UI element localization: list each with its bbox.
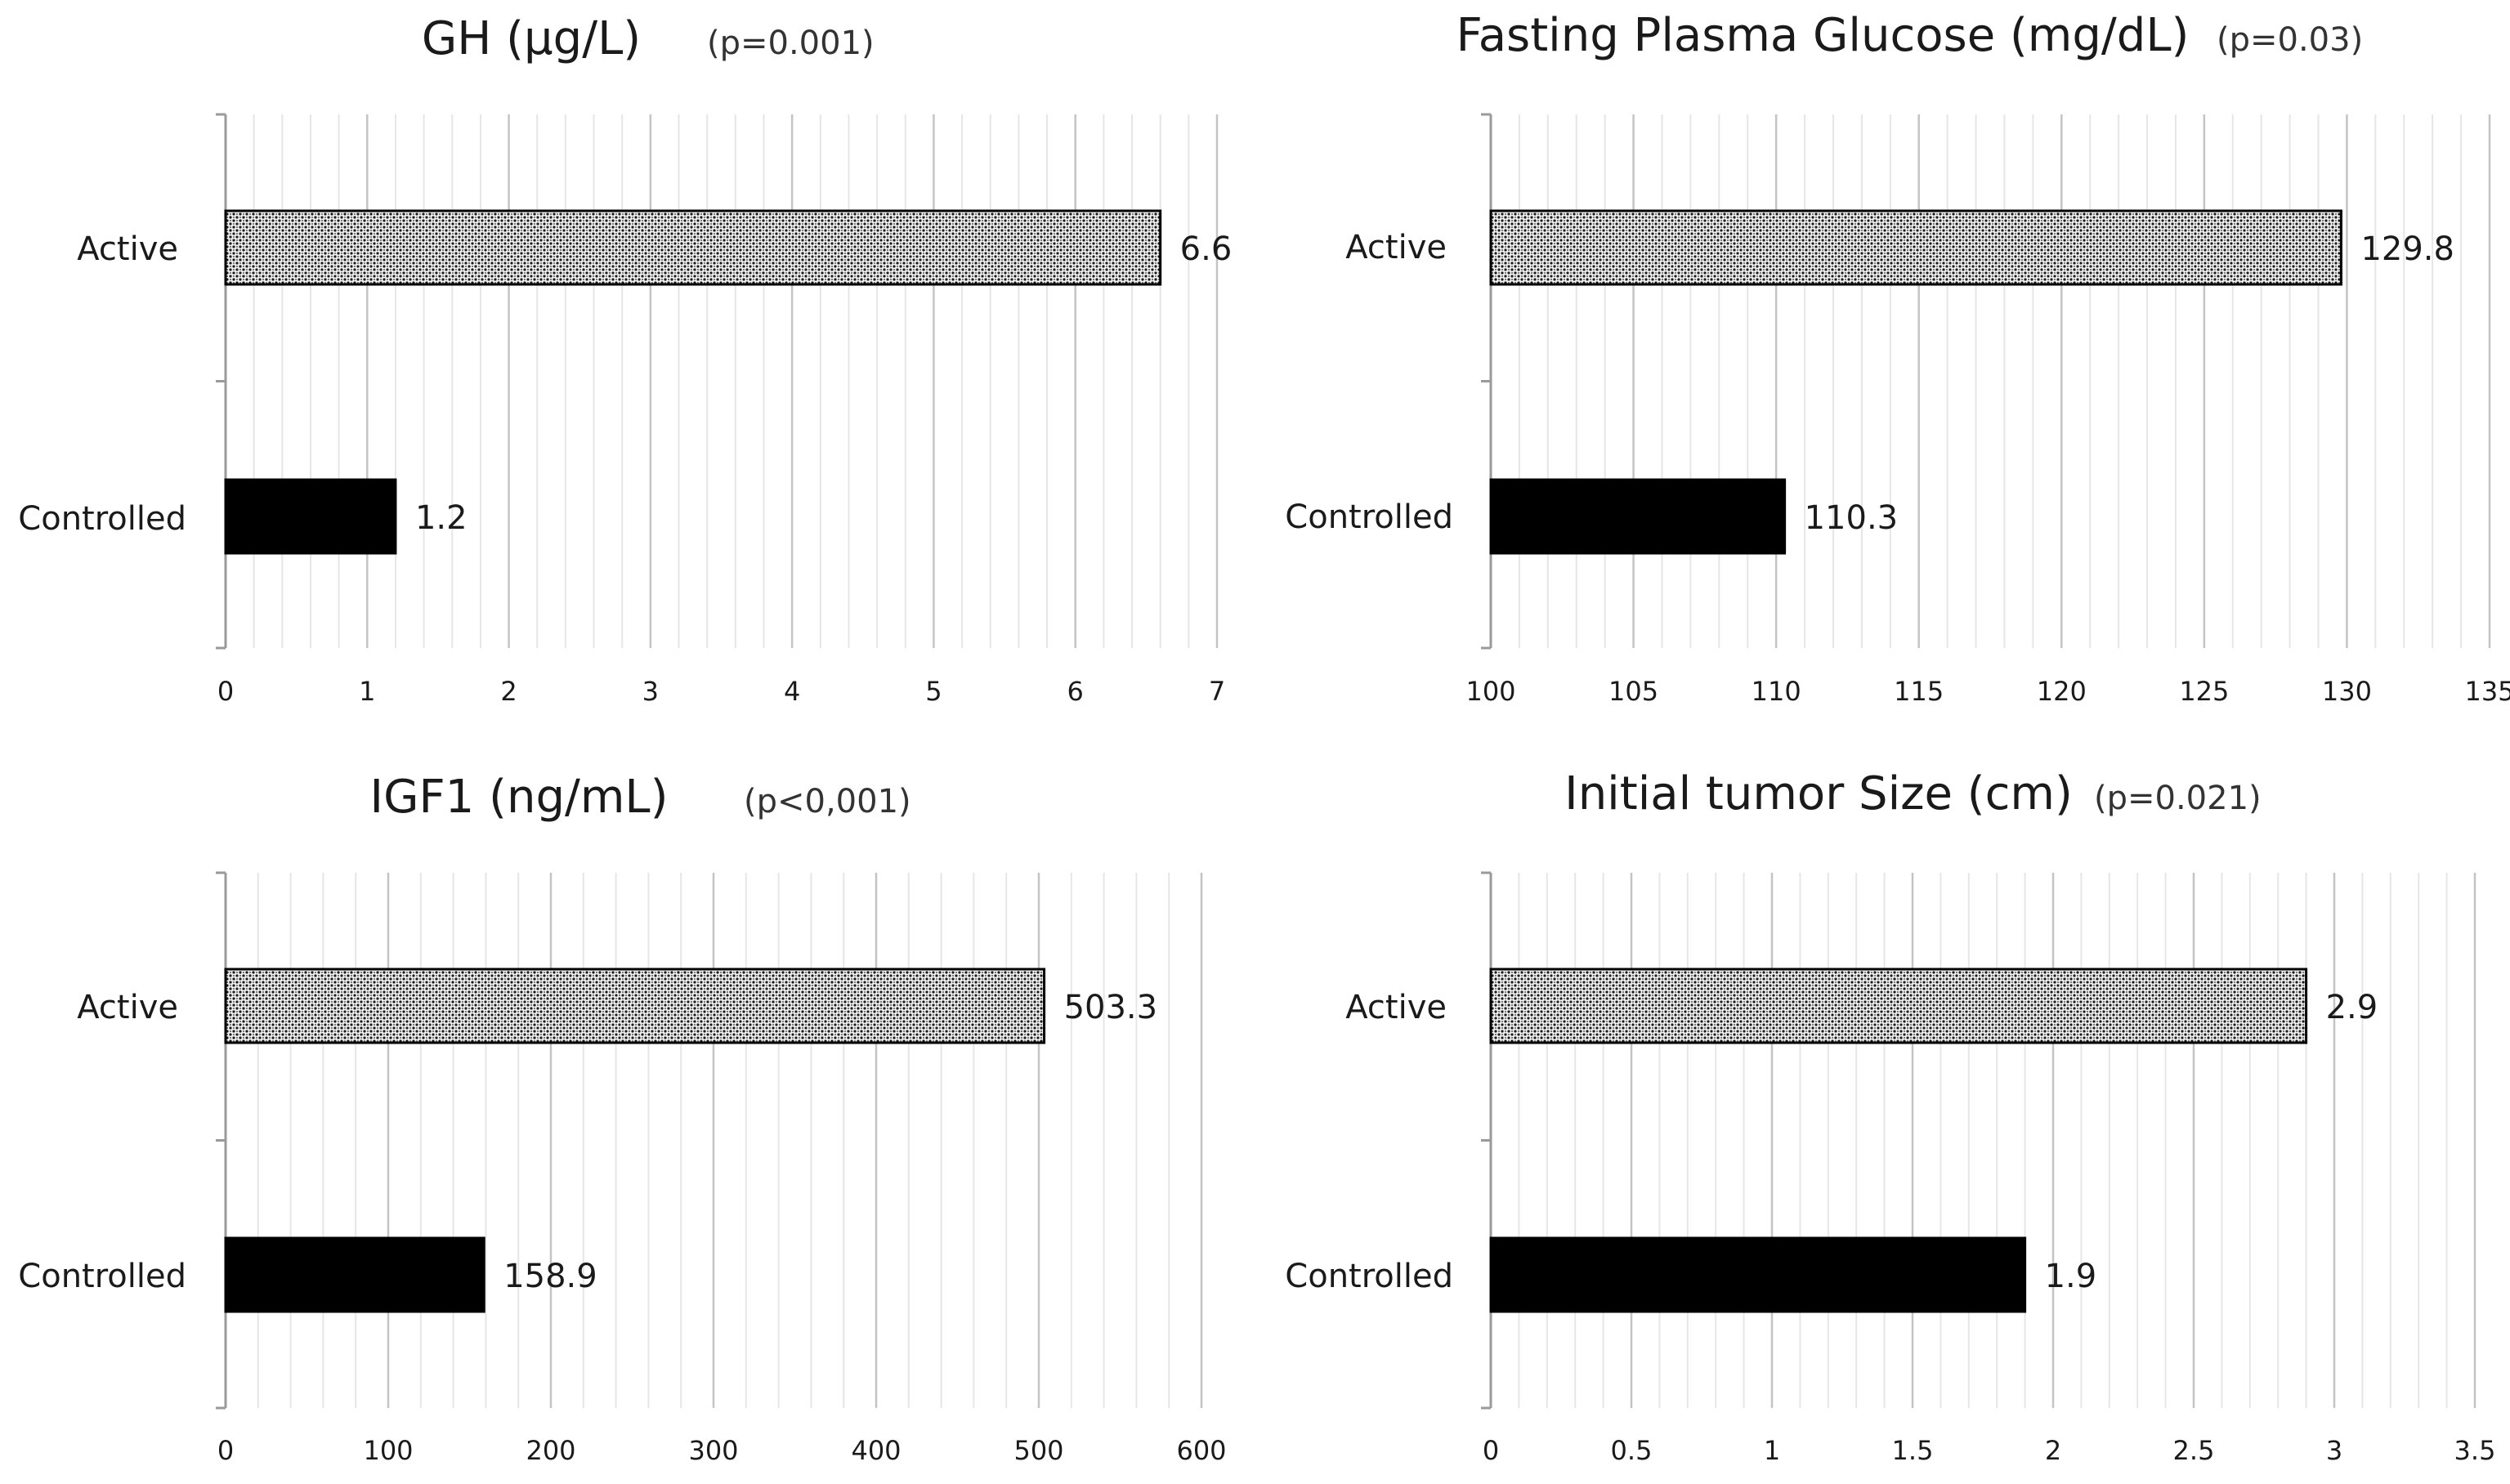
plot-area	[1481, 871, 2476, 1410]
chart-p-value: (p=0.03)	[2217, 21, 2363, 59]
tick-label: 6	[1067, 676, 1084, 707]
tick-label: 125	[2179, 676, 2229, 707]
tick-label: 100	[363, 1435, 413, 1466]
chart-title: GH (μg/L)	[422, 12, 641, 65]
bar-controlled	[1489, 1236, 2027, 1313]
data-label: 110.3	[1805, 499, 1899, 537]
tick-label: 2.5	[2173, 1435, 2215, 1466]
chart-fasting-plasma-glucose: Fasting Plasma Glucose (mg/dL) (p=0.03) …	[1285, 9, 2510, 707]
chart-p-value: (p=0.021)	[2094, 780, 2262, 817]
category-label: Active	[1345, 229, 1447, 266]
data-label: 158.9	[503, 1258, 597, 1295]
chart-p-value: (p<0,001)	[744, 783, 911, 820]
chart-initial-tumor-size: Initial tumor Size (cm) (p=0.021) Active…	[1285, 767, 2495, 1466]
data-label: 2.9	[2326, 989, 2378, 1026]
bar-controlled	[224, 478, 397, 555]
tick-label: 130	[2322, 676, 2372, 707]
data-label: 1.9	[2045, 1258, 2097, 1295]
chart-igf1: IGF1 (ng/mL) (p<0,001) Active Controlled…	[18, 771, 1226, 1466]
tick-label: 7	[1209, 676, 1225, 707]
tick-label: 1	[359, 676, 375, 707]
tick-label: 3.5	[2454, 1435, 2496, 1466]
data-label: 503.3	[1064, 989, 1158, 1026]
category-label: Active	[77, 989, 178, 1026]
bar-controlled	[1489, 478, 1787, 555]
tick-label: 0	[217, 676, 234, 707]
chart-gh: GH (μg/L) (p=0.001) Active Controlled 6.…	[18, 12, 1232, 707]
bar-active	[1489, 968, 2308, 1044]
tick-label: 200	[526, 1435, 575, 1466]
tick-label: 100	[1465, 676, 1515, 707]
tick-label: 3	[2326, 1435, 2342, 1466]
plot-area	[1481, 113, 2491, 650]
data-label: 1.2	[415, 499, 468, 537]
category-label: Controlled	[18, 1258, 186, 1295]
category-label: Controlled	[18, 500, 186, 538]
tick-label: 135	[2464, 676, 2510, 707]
tick-label: 300	[688, 1435, 738, 1466]
category-label: Controlled	[1285, 498, 1453, 536]
tick-label: 115	[1894, 676, 1944, 707]
tick-label: 3	[642, 676, 659, 707]
tick-label: 0	[1483, 1435, 1499, 1466]
plot-area	[216, 113, 1219, 650]
tick-label: 110	[1752, 676, 1801, 707]
category-label: Active	[77, 230, 178, 268]
tick-label: 5	[925, 676, 942, 707]
category-label: Controlled	[1285, 1258, 1453, 1295]
bar-active	[224, 968, 1046, 1044]
category-label: Active	[1345, 989, 1447, 1026]
chart-title: Fasting Plasma Glucose (mg/dL)	[1456, 9, 2190, 62]
bar-active	[1489, 209, 2342, 286]
tick-label: 1.5	[1892, 1435, 1934, 1466]
chart-title: IGF1 (ng/mL)	[370, 771, 669, 824]
tick-label: 0	[217, 1435, 234, 1466]
tick-label: 105	[1608, 676, 1658, 707]
tick-label: 400	[851, 1435, 901, 1466]
tick-label: 0.5	[1611, 1435, 1653, 1466]
tick-label: 1	[1764, 1435, 1780, 1466]
chart-p-value: (p=0.001)	[707, 25, 875, 62]
plot-area	[216, 871, 1203, 1410]
tick-label: 2	[500, 676, 517, 707]
data-label: 6.6	[1180, 230, 1233, 268]
chart-title: Initial tumor Size (cm)	[1564, 767, 2073, 820]
tick-label: 120	[2037, 676, 2087, 707]
tick-label: 500	[1013, 1435, 1063, 1466]
bar-active	[224, 209, 1162, 286]
tick-label: 4	[784, 676, 800, 707]
bar-controlled	[224, 1236, 485, 1313]
tick-label: 600	[1176, 1435, 1226, 1466]
data-label: 129.8	[2360, 230, 2454, 268]
tick-label: 2	[2045, 1435, 2061, 1466]
